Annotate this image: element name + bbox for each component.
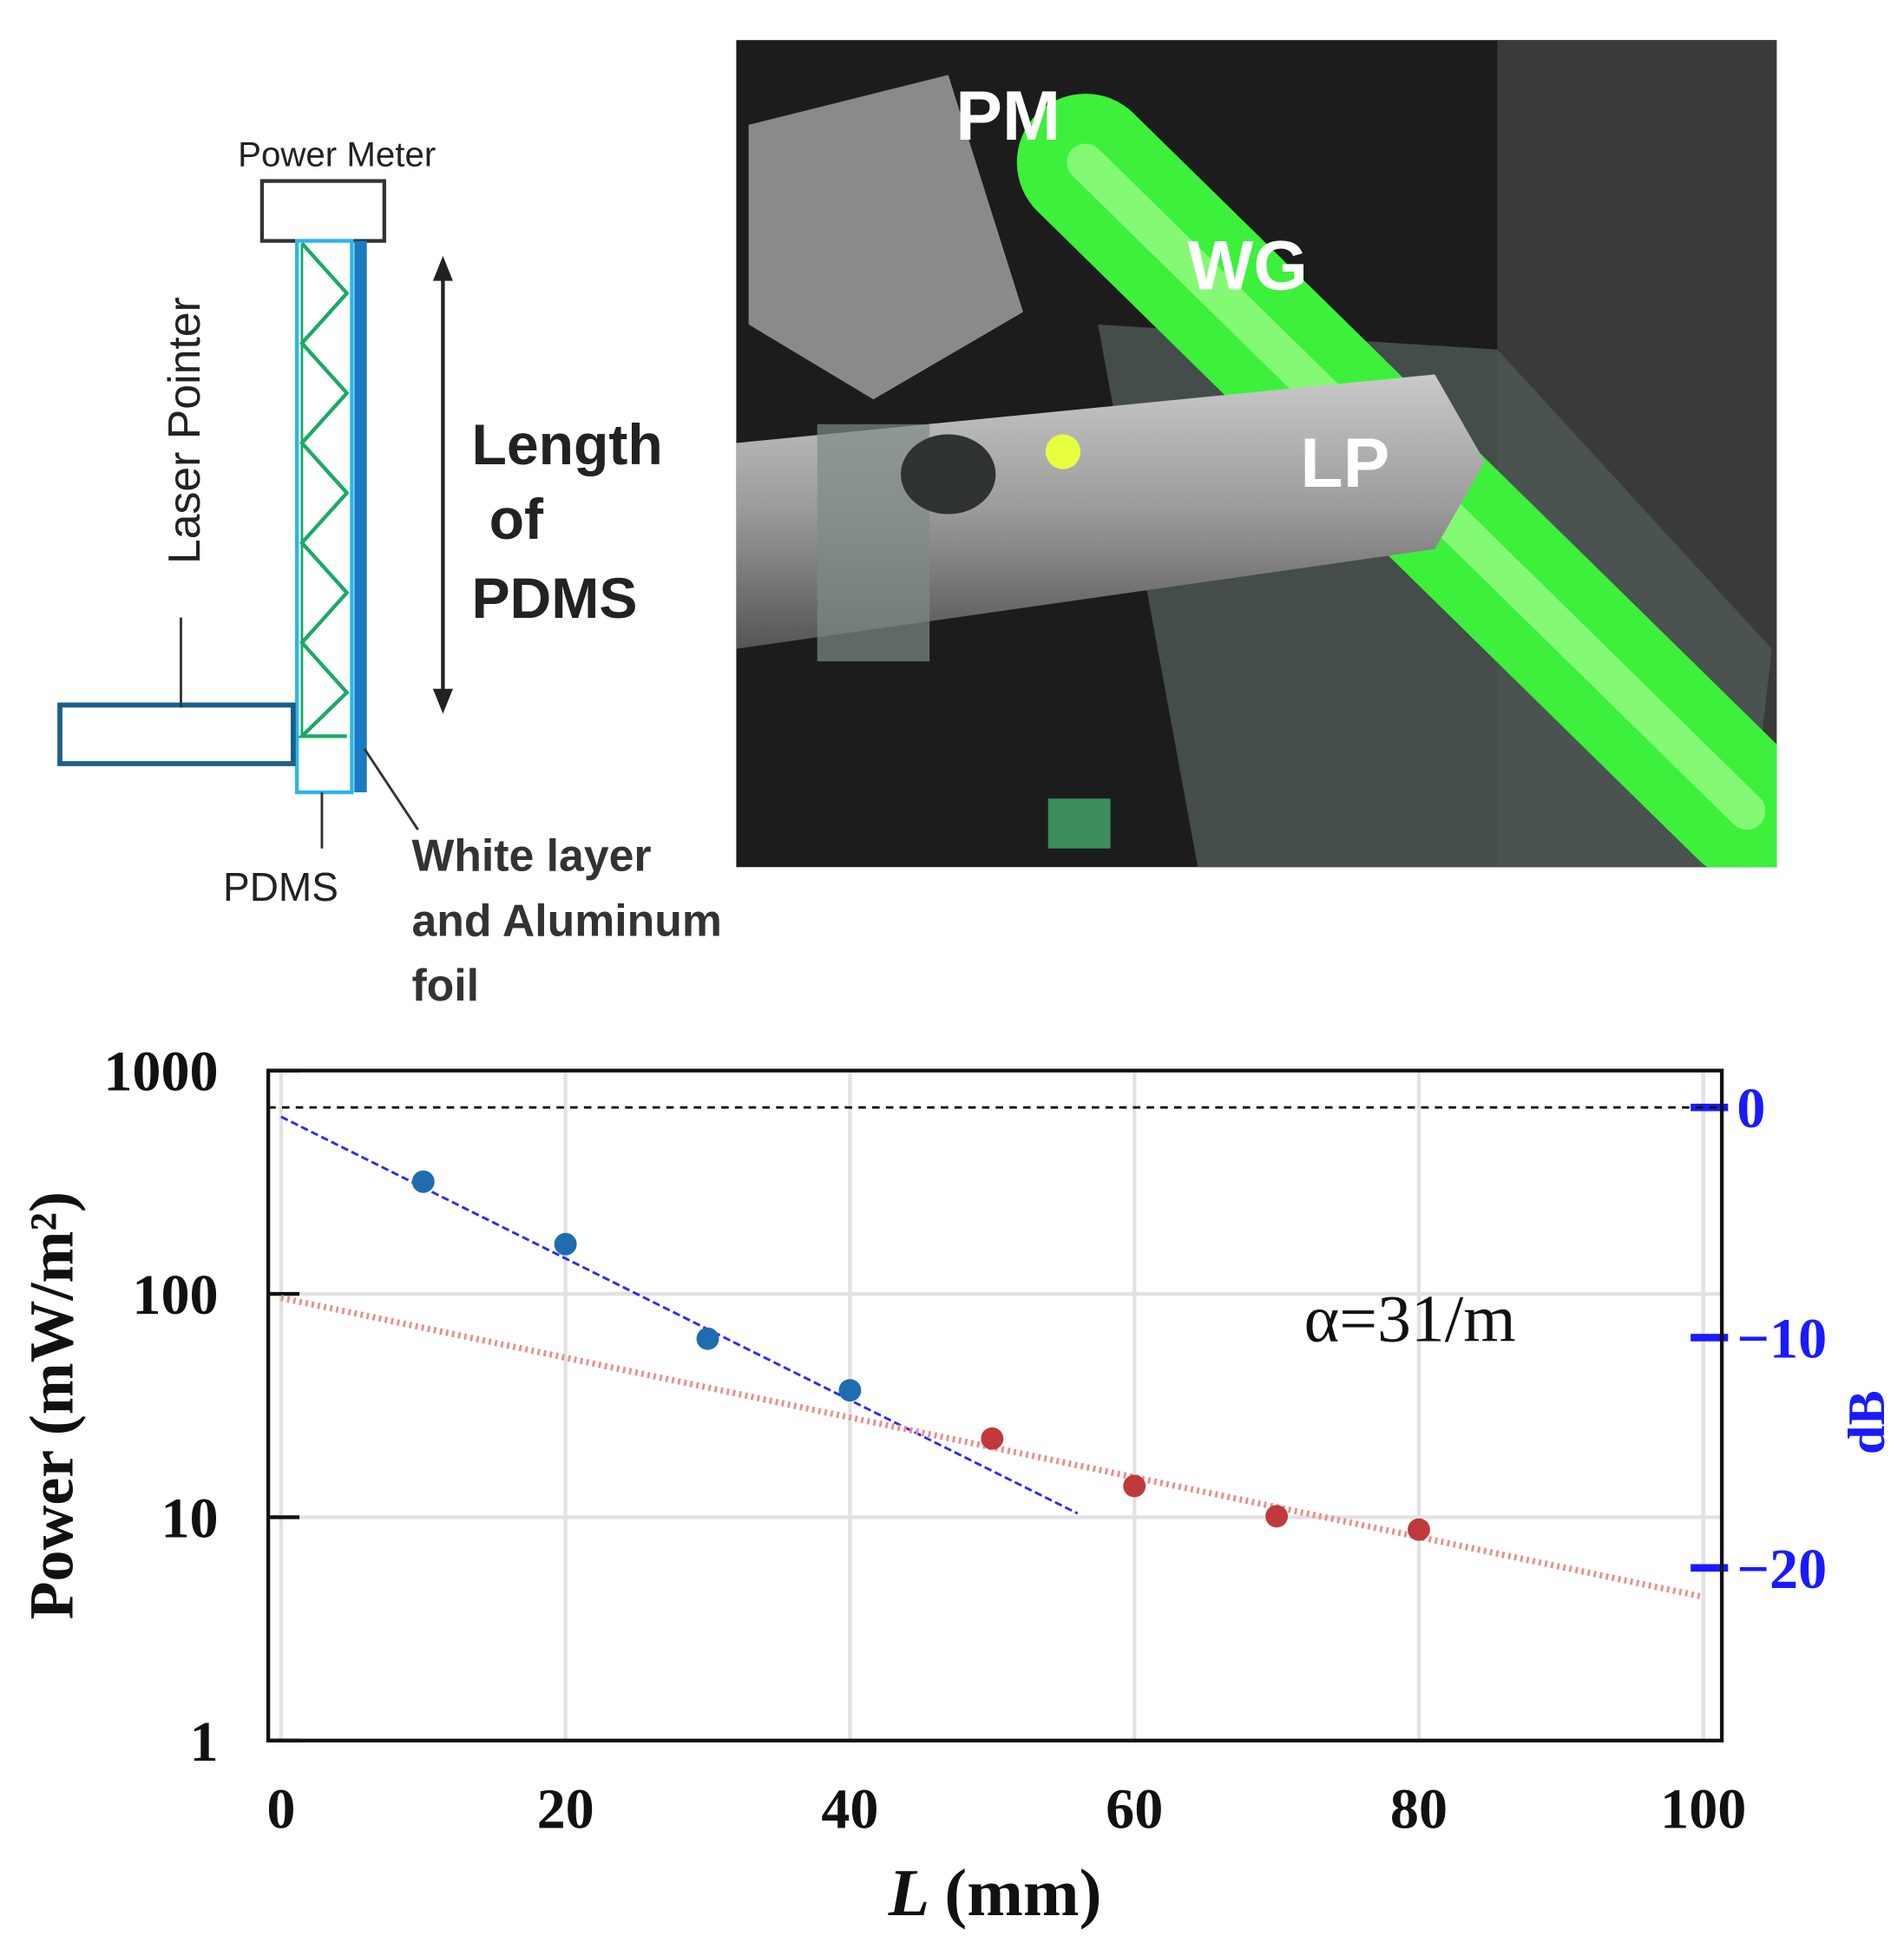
data-point: [981, 1427, 1004, 1450]
data-point: [838, 1379, 862, 1402]
length-label: Length: [471, 413, 662, 477]
plot-area: [268, 1070, 1723, 1741]
photo-label: PM: [955, 77, 1060, 155]
photo-part: [1047, 798, 1111, 849]
y2-axis-label: dB: [1838, 1390, 1896, 1454]
leader-line: [363, 747, 419, 831]
zigzag: [297, 242, 350, 738]
y-tick-label: 10: [161, 1486, 218, 1550]
data-point: [1408, 1518, 1430, 1541]
photo-led: [1045, 434, 1081, 469]
diagram: Power Meter Laser Pointer PDMS Length of…: [57, 135, 722, 1010]
data-point: [1123, 1474, 1146, 1498]
photo: PM WG LP: [736, 40, 1777, 868]
y-tick-label: 1: [190, 1710, 219, 1774]
chart: 0 20 40 60 80 100 1 10 100 1000 0 −10 −20 α=31/m Power…: [16, 1040, 1896, 1930]
aluminum-layer: [354, 240, 367, 793]
length-label: PDMS: [471, 567, 637, 631]
laser-pointer-label: Laser Pointer: [159, 297, 209, 564]
y-tick-label: 100: [132, 1263, 218, 1327]
layer-label: foil: [411, 960, 479, 1010]
y-axis-label: Power (mW/m²): [16, 1191, 86, 1619]
data-point: [1265, 1505, 1289, 1528]
x-axis-label-var: L: [888, 1855, 929, 1930]
power-meter-box: [259, 179, 386, 243]
arrow-head: [432, 688, 453, 714]
photo-label: LP: [1300, 424, 1389, 502]
data-point: [554, 1232, 577, 1256]
y-tick-label: 1000: [103, 1040, 218, 1104]
layer-label: White layer: [411, 830, 651, 881]
y2-tick-label: 0: [1737, 1077, 1765, 1140]
x-axis-label-unit: (mm): [944, 1855, 1101, 1930]
data-point: [696, 1327, 719, 1350]
laser-pointer-box: [57, 702, 296, 766]
power-meter-label: Power Meter: [238, 135, 436, 174]
x-tick-label: 80: [1390, 1777, 1448, 1841]
x-axis-label: L (mm): [888, 1855, 1102, 1930]
y2-tick-label: −20: [1737, 1538, 1827, 1601]
arrow-head: [432, 255, 453, 281]
length-label: of: [489, 488, 544, 552]
y2-tick-label: −10: [1737, 1307, 1827, 1370]
x-tick-label: 60: [1106, 1777, 1163, 1841]
layer-label: and Aluminum: [411, 895, 721, 945]
photo-label: WG: [1187, 227, 1308, 305]
photo-bg-part: [748, 75, 1023, 400]
fit-line: [280, 1295, 1704, 1600]
x-tick-label: 0: [266, 1777, 295, 1841]
x-tick-label: 40: [821, 1777, 878, 1841]
x-tick-label: 100: [1660, 1777, 1746, 1841]
data-point: [411, 1170, 435, 1193]
axis-frame: [266, 1068, 1724, 1742]
x-tick-label: 20: [537, 1777, 594, 1841]
annotation: α=31/m: [1304, 1282, 1516, 1356]
pdms-label: PDMS: [223, 864, 338, 909]
photo-button: [901, 434, 996, 515]
